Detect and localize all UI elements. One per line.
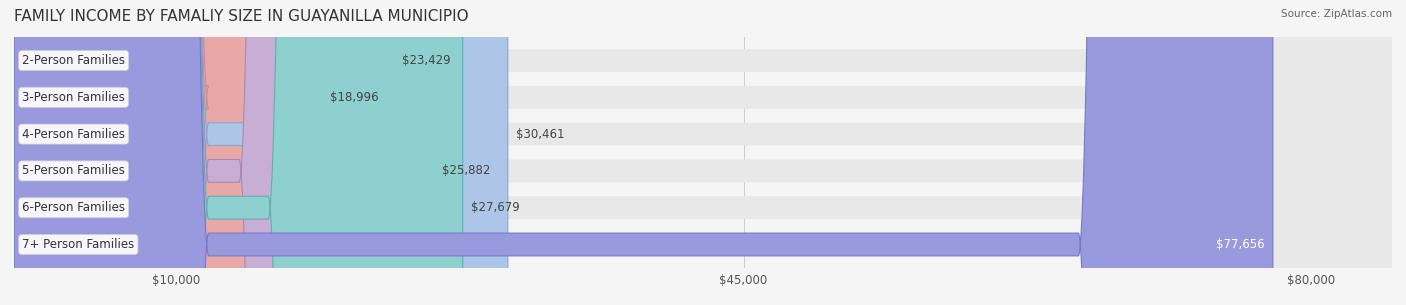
FancyBboxPatch shape: [14, 0, 508, 305]
Text: 7+ Person Families: 7+ Person Families: [22, 238, 135, 251]
Text: 3-Person Families: 3-Person Families: [22, 91, 125, 104]
FancyBboxPatch shape: [14, 0, 1392, 305]
Text: 6-Person Families: 6-Person Families: [22, 201, 125, 214]
FancyBboxPatch shape: [14, 0, 394, 305]
Text: Source: ZipAtlas.com: Source: ZipAtlas.com: [1281, 9, 1392, 19]
Text: $23,429: $23,429: [402, 54, 450, 67]
FancyBboxPatch shape: [14, 0, 1392, 305]
FancyBboxPatch shape: [14, 0, 1392, 305]
Text: $18,996: $18,996: [330, 91, 378, 104]
Text: 5-Person Families: 5-Person Families: [22, 164, 125, 178]
Text: $27,679: $27,679: [471, 201, 520, 214]
FancyBboxPatch shape: [14, 0, 463, 305]
Text: $25,882: $25,882: [441, 164, 491, 178]
Text: $77,656: $77,656: [1216, 238, 1265, 251]
FancyBboxPatch shape: [14, 0, 433, 305]
Text: 2-Person Families: 2-Person Families: [22, 54, 125, 67]
FancyBboxPatch shape: [14, 0, 322, 305]
Text: FAMILY INCOME BY FAMALIY SIZE IN GUAYANILLA MUNICIPIO: FAMILY INCOME BY FAMALIY SIZE IN GUAYANI…: [14, 9, 468, 24]
FancyBboxPatch shape: [14, 0, 1392, 305]
FancyBboxPatch shape: [14, 0, 1392, 305]
FancyBboxPatch shape: [14, 0, 1392, 305]
Text: 4-Person Families: 4-Person Families: [22, 127, 125, 141]
Text: $30,461: $30,461: [516, 127, 564, 141]
FancyBboxPatch shape: [14, 0, 1272, 305]
